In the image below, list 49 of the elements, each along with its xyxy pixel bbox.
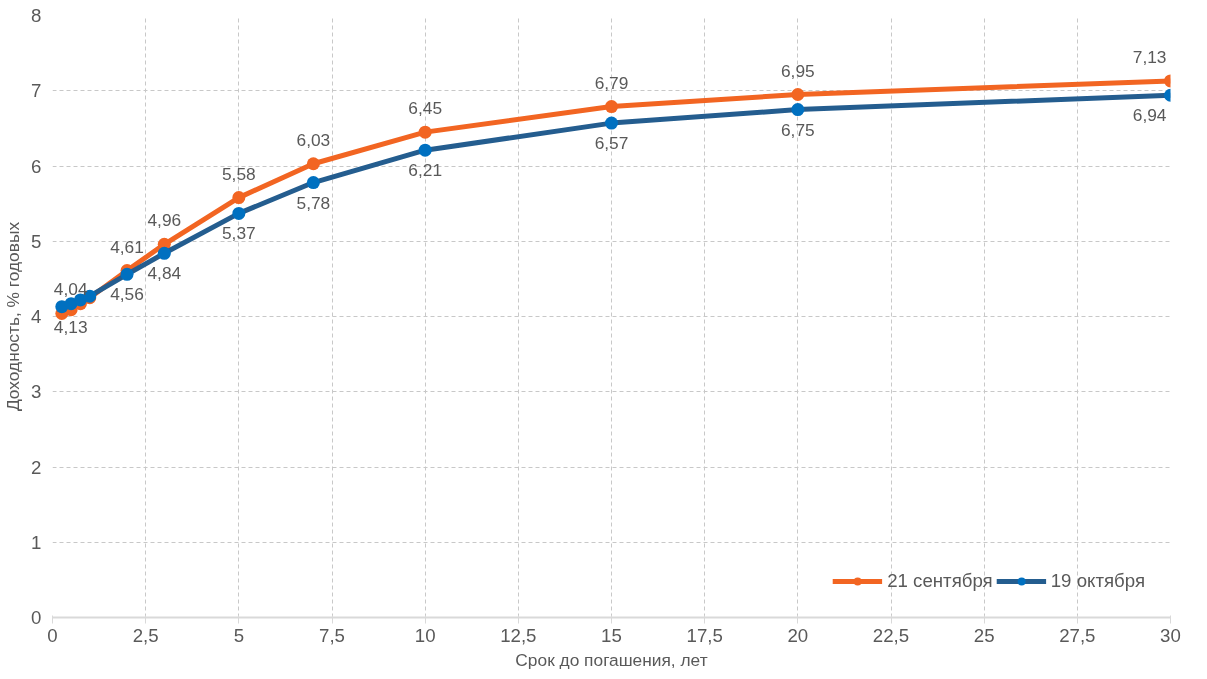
data-label: 4,96 [147,210,182,231]
data-label: 6,45 [408,98,443,119]
point [232,191,246,205]
data-label: 5,58 [221,163,256,184]
data-label: 6,94 [1132,105,1167,126]
x-tick-label: 30 [1160,624,1181,646]
x-tick-label: 17,5 [686,624,723,646]
y-tick-label: 0 [31,607,42,628]
data-label: 6,75 [780,119,815,140]
y-tick-label: 7 [31,80,42,102]
x-tick-label: 2,5 [132,624,159,646]
data-label: 6,21 [408,160,443,181]
point [418,125,432,139]
data-label: 6,03 [296,129,331,150]
x-tick-label: 22,5 [872,624,910,646]
y-tick-label: 1 [31,531,42,553]
y-tick-label: 6 [31,155,42,177]
y-tick-label: 2 [31,456,42,478]
x-tick-label: 7,5 [319,624,345,646]
data-label: 6,57 [594,133,629,154]
y-tick-label: 8 [31,5,42,26]
data-label: 4,84 [147,263,182,284]
x-tick-label: 10 [414,624,436,646]
x-tick-label: 12,5 [500,624,537,646]
y-tick-label: 5 [31,230,42,252]
data-label: 5,78 [296,192,331,213]
x-tick-label: 20 [787,624,809,646]
x-axis-title: Срок до погашения, лет [515,649,708,670]
x-tick-label: 5 [233,624,245,646]
data-label: 4,04 [53,279,88,300]
x-tick-label: 25 [973,624,995,646]
point [791,88,805,101]
y-tick-label: 3 [31,381,42,403]
data-label: 7,13 [1132,46,1167,67]
point [306,157,320,171]
legend-label: 19 октября [1050,570,1145,592]
data-label: 5,37 [221,223,256,244]
data-label: 4,61 [110,236,144,257]
legend-label: 21 сентября [887,570,993,592]
y-axis-title: Доходность, % годовых [3,221,24,412]
x-tick-label: 27,5 [1059,624,1096,646]
data-label: 4,56 [110,284,144,305]
y-tick-label: 4 [31,306,42,327]
x-tick-label: 0 [47,624,58,646]
data-label: 6,95 [780,60,815,81]
data-label: 6,79 [594,72,629,93]
point [605,100,618,114]
data-label: 4,13 [53,316,88,337]
x-tick-label: 15 [601,624,622,646]
